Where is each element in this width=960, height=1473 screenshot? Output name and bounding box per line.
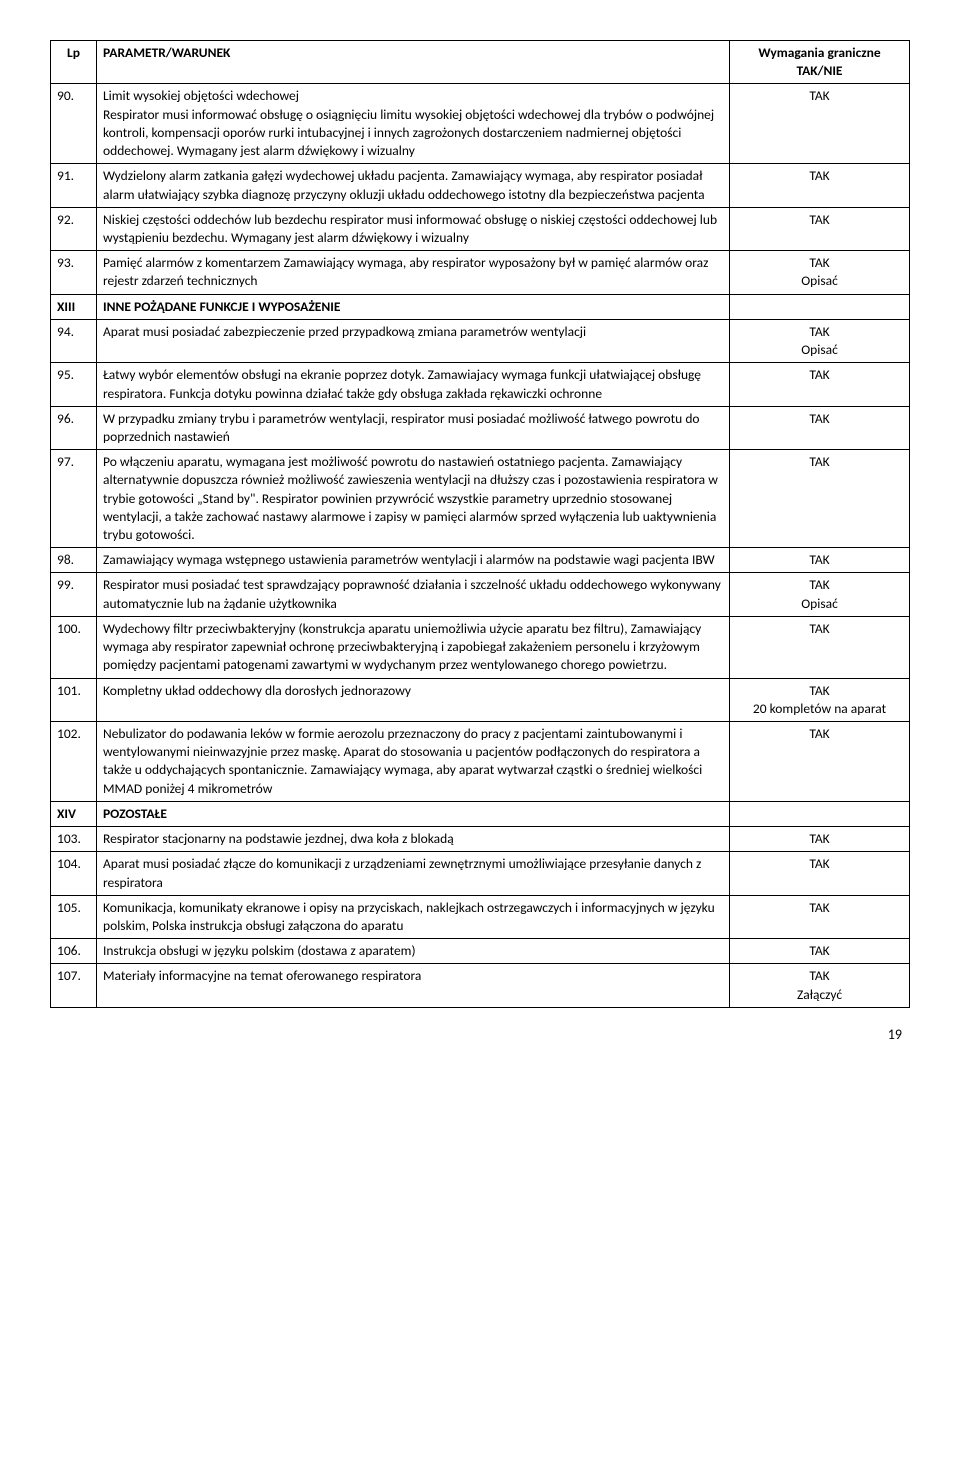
cell-lp: 97. — [51, 450, 97, 548]
cell-requirement: TAK Opisać — [730, 251, 910, 294]
cell-param: Aparat musi posiadać zabezpieczenie prze… — [97, 319, 730, 362]
cell-requirement: TAK — [730, 722, 910, 802]
cell-requirement: TAK — [730, 827, 910, 852]
table-row: 106.Instrukcja obsługi w języku polskim … — [51, 939, 910, 964]
cell-lp: 93. — [51, 251, 97, 294]
table-row: 99.Respirator musi posiadać test sprawdz… — [51, 573, 910, 616]
cell-requirement: TAK — [730, 450, 910, 548]
cell-param: Respirator musi posiadać test sprawdzają… — [97, 573, 730, 616]
table-row: 104.Aparat musi posiadać złącze do komun… — [51, 852, 910, 895]
table-header-row: Lp PARAMETR/WARUNEK Wymagania graniczne … — [51, 41, 910, 84]
table-row: 95.Łatwy wybór elementów obsługi na ekra… — [51, 363, 910, 406]
cell-lp: 104. — [51, 852, 97, 895]
cell-param: INNE POŻĄDANE FUNKCJE I WYPOSAŻENIE — [97, 294, 730, 319]
cell-lp: 105. — [51, 895, 97, 938]
spec-table: Lp PARAMETR/WARUNEK Wymagania graniczne … — [50, 40, 910, 1008]
cell-param: Respirator stacjonarny na podstawie jezd… — [97, 827, 730, 852]
page-number: 19 — [50, 1026, 910, 1043]
cell-param: Aparat musi posiadać złącze do komunikac… — [97, 852, 730, 895]
cell-requirement: TAK — [730, 548, 910, 573]
cell-lp: 103. — [51, 827, 97, 852]
header-requirement: Wymagania graniczne TAK/NIE — [730, 41, 910, 84]
header-lp: Lp — [51, 41, 97, 84]
header-param: PARAMETR/WARUNEK — [97, 41, 730, 84]
cell-lp: 92. — [51, 207, 97, 250]
table-row: XIVPOZOSTAŁE — [51, 801, 910, 826]
cell-requirement: TAK — [730, 616, 910, 678]
cell-requirement: TAK — [730, 363, 910, 406]
cell-lp: 96. — [51, 406, 97, 449]
cell-lp: XIV — [51, 801, 97, 826]
cell-param: W przypadku zmiany trybu i parametrów we… — [97, 406, 730, 449]
table-row: 92.Niskiej częstości oddechów lub bezdec… — [51, 207, 910, 250]
cell-lp: 101. — [51, 678, 97, 721]
cell-lp: 100. — [51, 616, 97, 678]
cell-param: Po włączeniu aparatu, wymagana jest możl… — [97, 450, 730, 548]
cell-requirement: TAK Opisać — [730, 319, 910, 362]
cell-param: Materiały informacyjne na temat oferowan… — [97, 964, 730, 1007]
cell-requirement: TAK Załączyć — [730, 964, 910, 1007]
cell-param: Nebulizator do podawania leków w formie … — [97, 722, 730, 802]
cell-param: Kompletny układ oddechowy dla dorosłych … — [97, 678, 730, 721]
cell-lp: 102. — [51, 722, 97, 802]
cell-param: Łatwy wybór elementów obsługi na ekranie… — [97, 363, 730, 406]
cell-lp: XIII — [51, 294, 97, 319]
cell-param: Zamawiający wymaga wstępnego ustawienia … — [97, 548, 730, 573]
cell-param: Komunikacja, komunikaty ekranowe i opisy… — [97, 895, 730, 938]
table-row: 97.Po włączeniu aparatu, wymagana jest m… — [51, 450, 910, 548]
cell-lp: 99. — [51, 573, 97, 616]
cell-requirement — [730, 294, 910, 319]
cell-requirement: TAK — [730, 895, 910, 938]
table-row: 90.Limit wysokiej objętości wdechowej Re… — [51, 84, 910, 164]
table-row: 98.Zamawiający wymaga wstępnego ustawien… — [51, 548, 910, 573]
cell-param: POZOSTAŁE — [97, 801, 730, 826]
cell-lp: 91. — [51, 164, 97, 207]
cell-lp: 107. — [51, 964, 97, 1007]
table-row: 96.W przypadku zmiany trybu i parametrów… — [51, 406, 910, 449]
cell-requirement: TAK — [730, 939, 910, 964]
table-row: 105.Komunikacja, komunikaty ekranowe i o… — [51, 895, 910, 938]
table-row: 100.Wydechowy filtr przeciwbakteryjny (k… — [51, 616, 910, 678]
cell-param: Limit wysokiej objętości wdechowej Respi… — [97, 84, 730, 164]
table-row: 103.Respirator stacjonarny na podstawie … — [51, 827, 910, 852]
cell-requirement: TAK — [730, 207, 910, 250]
cell-requirement: TAK 20 kompletów na aparat — [730, 678, 910, 721]
cell-requirement: TAK — [730, 164, 910, 207]
table-row: 94.Aparat musi posiadać zabezpieczenie p… — [51, 319, 910, 362]
cell-lp: 98. — [51, 548, 97, 573]
cell-param: Wydzielony alarm zatkania gałęzi wydecho… — [97, 164, 730, 207]
cell-requirement: TAK — [730, 406, 910, 449]
cell-param: Wydechowy filtr przeciwbakteryjny (konst… — [97, 616, 730, 678]
cell-param: Instrukcja obsługi w języku polskim (dos… — [97, 939, 730, 964]
table-row: 102.Nebulizator do podawania leków w for… — [51, 722, 910, 802]
cell-lp: 106. — [51, 939, 97, 964]
table-row: 93.Pamięć alarmów z komentarzem Zamawiaj… — [51, 251, 910, 294]
table-row: XIIIINNE POŻĄDANE FUNKCJE I WYPOSAŻENIE — [51, 294, 910, 319]
cell-param: Pamięć alarmów z komentarzem Zamawiający… — [97, 251, 730, 294]
cell-requirement: TAK Opisać — [730, 573, 910, 616]
cell-param: Niskiej częstości oddechów lub bezdechu … — [97, 207, 730, 250]
table-row: 107.Materiały informacyjne na temat ofer… — [51, 964, 910, 1007]
cell-lp: 95. — [51, 363, 97, 406]
table-row: 101.Kompletny układ oddechowy dla dorosł… — [51, 678, 910, 721]
cell-requirement — [730, 801, 910, 826]
cell-lp: 94. — [51, 319, 97, 362]
cell-lp: 90. — [51, 84, 97, 164]
table-row: 91.Wydzielony alarm zatkania gałęzi wyde… — [51, 164, 910, 207]
cell-requirement: TAK — [730, 84, 910, 164]
cell-requirement: TAK — [730, 852, 910, 895]
